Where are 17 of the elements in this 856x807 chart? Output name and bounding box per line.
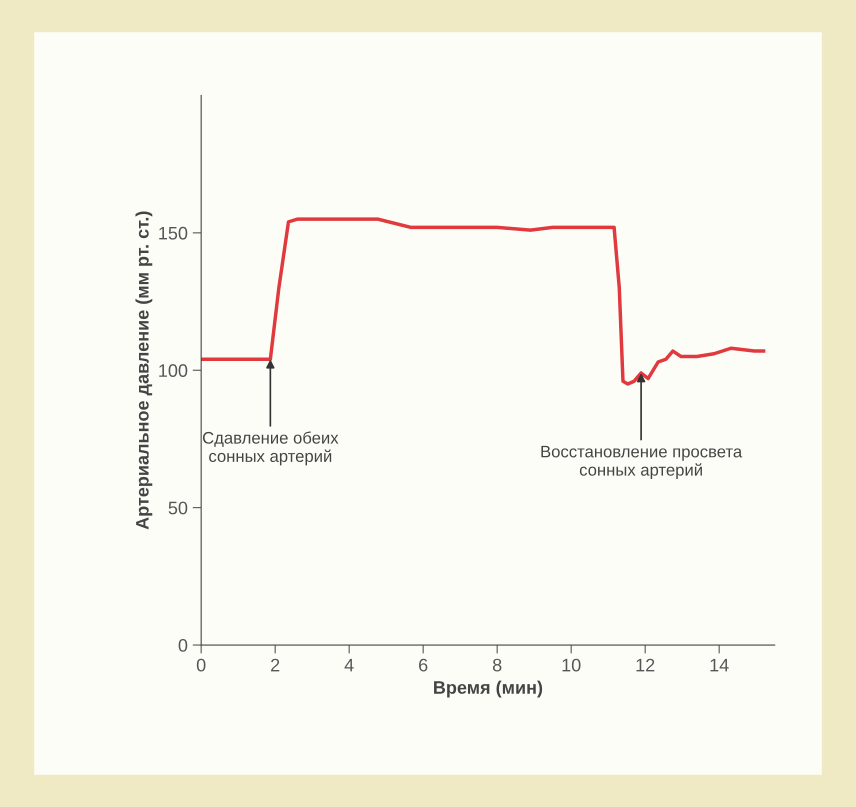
annotation: Сдавление обеих сонных артерий (202, 431, 338, 466)
x-tick-label: 4 (344, 658, 354, 672)
annotation: Восстановление просвета сонных артерий (541, 446, 742, 480)
x-tick-label: 2 (271, 658, 280, 672)
y-tick-label: 50 (168, 502, 188, 514)
x-tick-label: 0 (196, 658, 206, 672)
x-tick-label: 6 (419, 658, 428, 672)
y-tick-label: 100 (159, 364, 188, 377)
y-tick-label: 150 (159, 226, 188, 240)
x-tick-label: 12 (636, 658, 654, 672)
line-series (201, 217, 766, 386)
x-tick-label: 14 (710, 658, 729, 672)
x-axis-title: Время (мин) (434, 680, 542, 698)
x-tick-label: 10 (562, 658, 581, 672)
y-tick-label: 0 (178, 638, 188, 652)
y-axis-title: Артериальное давление (мм рт. ст.) (135, 212, 152, 530)
x-tick-label: 8 (492, 658, 502, 672)
